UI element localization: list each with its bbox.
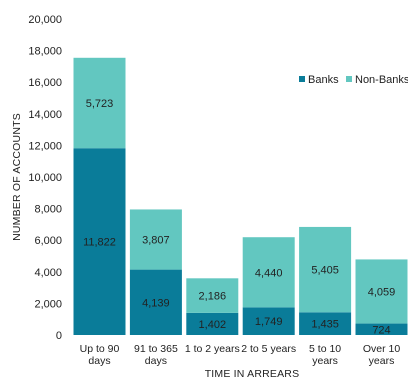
bar-segment-non-banks xyxy=(299,226,352,313)
bars: 11,822 5,723 4,139 3,807 1,402 2,186 1,749 4,44… xyxy=(73,57,408,336)
data-label: 3,807 xyxy=(142,235,170,247)
bar-segment-banks xyxy=(355,323,408,335)
y-tick-label: 18,000 xyxy=(28,46,62,58)
bar-segment-banks xyxy=(73,148,126,335)
y-tick-label: 16,000 xyxy=(28,77,62,89)
legend-label: Non-Banks xyxy=(355,74,408,86)
x-tick-label: Over 10 xyxy=(363,343,401,355)
data-label: 11,822 xyxy=(83,237,116,249)
y-tick-label: 14,000 xyxy=(28,109,62,121)
data-label: 1,749 xyxy=(255,316,283,328)
legend-swatch xyxy=(346,76,352,82)
y-tick-label: 10,000 xyxy=(28,172,62,184)
legend: Banks Non-Banks xyxy=(299,74,408,86)
x-axis-title: TIME IN ARREARS xyxy=(205,368,300,378)
data-label: 5,723 xyxy=(86,98,114,110)
bar-segment-banks xyxy=(186,312,239,335)
x-tick-label: 5 to 10 xyxy=(309,343,341,355)
x-tick-label: years xyxy=(369,355,395,367)
bar-segment-non-banks xyxy=(129,209,182,270)
x-tick-label: Up to 90 xyxy=(80,343,120,355)
y-tick-label: 4,000 xyxy=(34,267,62,279)
legend-swatch xyxy=(299,76,305,82)
y-axis-title: NUMBER OF ACCOUNTS xyxy=(11,113,23,241)
x-tick-label: years xyxy=(312,355,338,367)
data-label: 5,405 xyxy=(311,265,339,277)
y-tick-label: 12,000 xyxy=(28,140,62,152)
data-label: 1,402 xyxy=(199,319,227,331)
y-axis: 0 2,000 4,000 6,000 8,000 10,000 12,000 14,000 1… xyxy=(28,14,62,342)
y-tick-label: 2,000 xyxy=(34,298,62,310)
data-label: 4,440 xyxy=(255,267,283,279)
x-tick-label: 91 to 365 xyxy=(134,343,178,355)
y-tick-label: 20,000 xyxy=(28,14,62,26)
data-label: 4,139 xyxy=(142,297,170,309)
bar-segment-non-banks xyxy=(242,237,295,308)
y-tick-label: 0 xyxy=(56,330,62,342)
x-tick-label: 1 to 2 years xyxy=(185,343,240,355)
data-label: 1,435 xyxy=(311,319,339,331)
x-tick-label: days xyxy=(88,355,110,367)
y-tick-label: 8,000 xyxy=(34,204,62,216)
data-label: 724 xyxy=(372,324,390,336)
y-tick-label: 6,000 xyxy=(34,235,62,247)
data-label: 4,059 xyxy=(368,286,396,298)
data-label: 2,186 xyxy=(199,291,227,303)
bar-segment-non-banks xyxy=(73,57,126,149)
x-tick-label: days xyxy=(145,355,167,367)
bar-segment-non-banks xyxy=(355,259,408,324)
legend-label: Banks xyxy=(308,74,339,86)
bar-segment-banks xyxy=(242,307,295,335)
bar-segment-banks xyxy=(299,312,352,335)
x-tick-label: 2 to 5 years xyxy=(241,343,296,355)
bar-segment-banks xyxy=(129,269,182,335)
bar-segment-non-banks xyxy=(186,278,239,313)
